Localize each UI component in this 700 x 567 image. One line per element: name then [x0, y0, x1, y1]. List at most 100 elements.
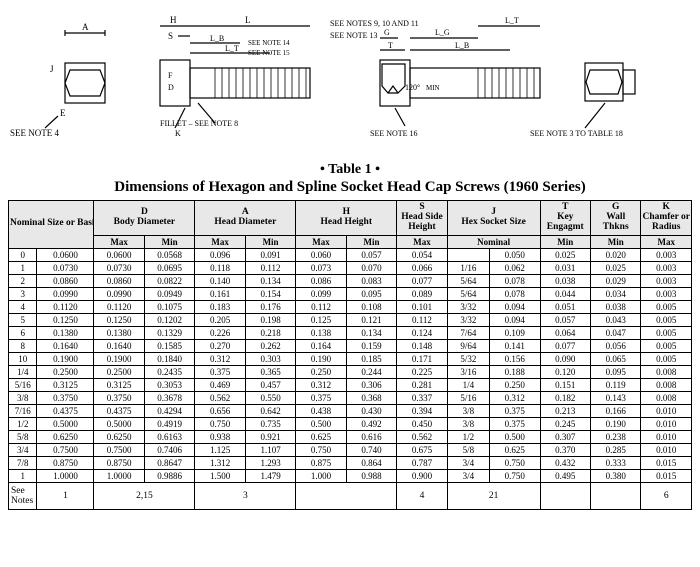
svg-text:SEE NOTES 9, 10 AND 11: SEE NOTES 9, 10 AND 11 [330, 19, 419, 28]
table-row: 1/20.50000.50000.49190.7500.7350.5000.49… [9, 417, 692, 430]
table-cell: 3/4 [9, 443, 37, 456]
table-cell: 0.875 [296, 456, 346, 469]
table-row: 40.11200.11200.10750.1830.1760.1120.1080… [9, 300, 692, 313]
table-cell: 0.057 [346, 248, 396, 261]
table-cell: 0.245 [540, 417, 590, 430]
table-cell: 7/8 [9, 456, 37, 469]
table-cell: 2 [9, 274, 37, 287]
table-cell: 0.099 [296, 287, 346, 300]
footer-cell [296, 482, 397, 509]
table-cell: 0.238 [590, 430, 640, 443]
table-cell: 0.143 [590, 391, 640, 404]
svg-text:H: H [170, 15, 177, 25]
svg-text:FILLET – SEE NOTE 8: FILLET – SEE NOTE 8 [160, 119, 238, 128]
table-cell [447, 248, 489, 261]
table-cell: 0.337 [397, 391, 447, 404]
table-cell: 0.900 [397, 469, 447, 482]
table-cell: 0.1250 [37, 313, 94, 326]
table-cell: 0.015 [641, 456, 692, 469]
table-cell: 0.060 [296, 248, 346, 261]
table-cell: 0.0600 [94, 248, 144, 261]
table-cell: 0.086 [296, 274, 346, 287]
table-cell: 0 [9, 248, 37, 261]
col-a: AHead Diameter [195, 201, 296, 236]
dimensions-table: Nominal Size or Basic Screw Diameter DBo… [8, 200, 692, 510]
table-cell: 0.077 [540, 339, 590, 352]
table-cell: 0.864 [346, 456, 396, 469]
table-cell: 0.375 [195, 365, 245, 378]
table-cell: 3/8 [9, 391, 37, 404]
svg-text:SEE NOTE 13: SEE NOTE 13 [330, 31, 378, 40]
footer-cell: 2,15 [94, 482, 195, 509]
table-cell: 0.015 [641, 469, 692, 482]
table-cell: 0.921 [245, 430, 295, 443]
table-cell: 1.293 [245, 456, 295, 469]
table-cell: 0.450 [397, 417, 447, 430]
table-cell: 0.218 [245, 326, 295, 339]
table-cell: 0.281 [397, 378, 447, 391]
svg-text:MIN: MIN [426, 84, 440, 92]
svg-text:L_G: L_G [435, 28, 450, 37]
svg-text:SEE NOTE 15: SEE NOTE 15 [248, 49, 290, 57]
table-cell: 0.090 [540, 352, 590, 365]
table-cell: 0.8750 [94, 456, 144, 469]
table-cell: 0.750 [490, 469, 540, 482]
table-cell: 0.190 [296, 352, 346, 365]
table-cell: 0.089 [397, 287, 447, 300]
table-cell: 0.5000 [37, 417, 94, 430]
table-cell: 0.008 [641, 365, 692, 378]
table-cell: 0.005 [641, 313, 692, 326]
svg-text:SEE NOTE 16: SEE NOTE 16 [370, 129, 418, 138]
table-cell: 0.6250 [94, 430, 144, 443]
table-cell: 0.1900 [37, 352, 94, 365]
table-cell: 0.625 [296, 430, 346, 443]
table-cell: 0.4294 [144, 404, 194, 417]
table-cell: 0.062 [490, 261, 540, 274]
svg-text:L_T: L_T [225, 44, 239, 53]
table-cell: 0.070 [346, 261, 396, 274]
table-cell: 0.148 [397, 339, 447, 352]
table-cell: 0.003 [641, 261, 692, 274]
table-cell: 0.0949 [144, 287, 194, 300]
table-cell: 0.370 [540, 443, 590, 456]
table-cell: 0.787 [397, 456, 447, 469]
table-cell: 0.057 [540, 313, 590, 326]
table-cell: 0.375 [296, 391, 346, 404]
table-cell: 0.134 [245, 274, 295, 287]
table-cell: 0.182 [540, 391, 590, 404]
table-cell: 6 [9, 326, 37, 339]
table-cell: 0.094 [490, 313, 540, 326]
table-cell: 0.312 [195, 352, 245, 365]
table-row: 80.16400.16400.15850.2700.2620.1640.1590… [9, 339, 692, 352]
table-cell: 0.1900 [94, 352, 144, 365]
table-cell: 0.432 [540, 456, 590, 469]
table-cell: 0.303 [245, 352, 295, 365]
table-cell: 0.675 [397, 443, 447, 456]
table-cell: 0.7406 [144, 443, 194, 456]
table-cell: 3/8 [447, 417, 489, 430]
table-cell: 1.107 [245, 443, 295, 456]
table-cell: 0.154 [245, 287, 295, 300]
table-row: 20.08600.08600.08220.1400.1340.0860.0830… [9, 274, 692, 287]
table-cell: 0.250 [490, 378, 540, 391]
table-cell: 0.1075 [144, 300, 194, 313]
sub-min: Min [346, 235, 396, 248]
table-cell: 0.469 [195, 378, 245, 391]
table-cell: 0.1250 [94, 313, 144, 326]
table-cell: 0.270 [195, 339, 245, 352]
table-cell: 0.495 [540, 469, 590, 482]
footer-cell: 3 [195, 482, 296, 509]
table-cell: 0.500 [296, 417, 346, 430]
table-cell: 0.008 [641, 378, 692, 391]
table-cell: 5/8 [447, 443, 489, 456]
table-cell: 0.0730 [94, 261, 144, 274]
table-cell: 3/16 [447, 365, 489, 378]
table-cell: 0.141 [490, 339, 540, 352]
table-row: 1/40.25000.25000.24350.3750.3650.2500.24… [9, 365, 692, 378]
table-cell: 0.190 [590, 417, 640, 430]
table-cell: 3 [9, 287, 37, 300]
sub-min: Min [245, 235, 295, 248]
table-row: 5/80.62500.62500.61630.9380.9210.6250.61… [9, 430, 692, 443]
table-cell: 0.120 [540, 365, 590, 378]
table-cell: 0.3053 [144, 378, 194, 391]
